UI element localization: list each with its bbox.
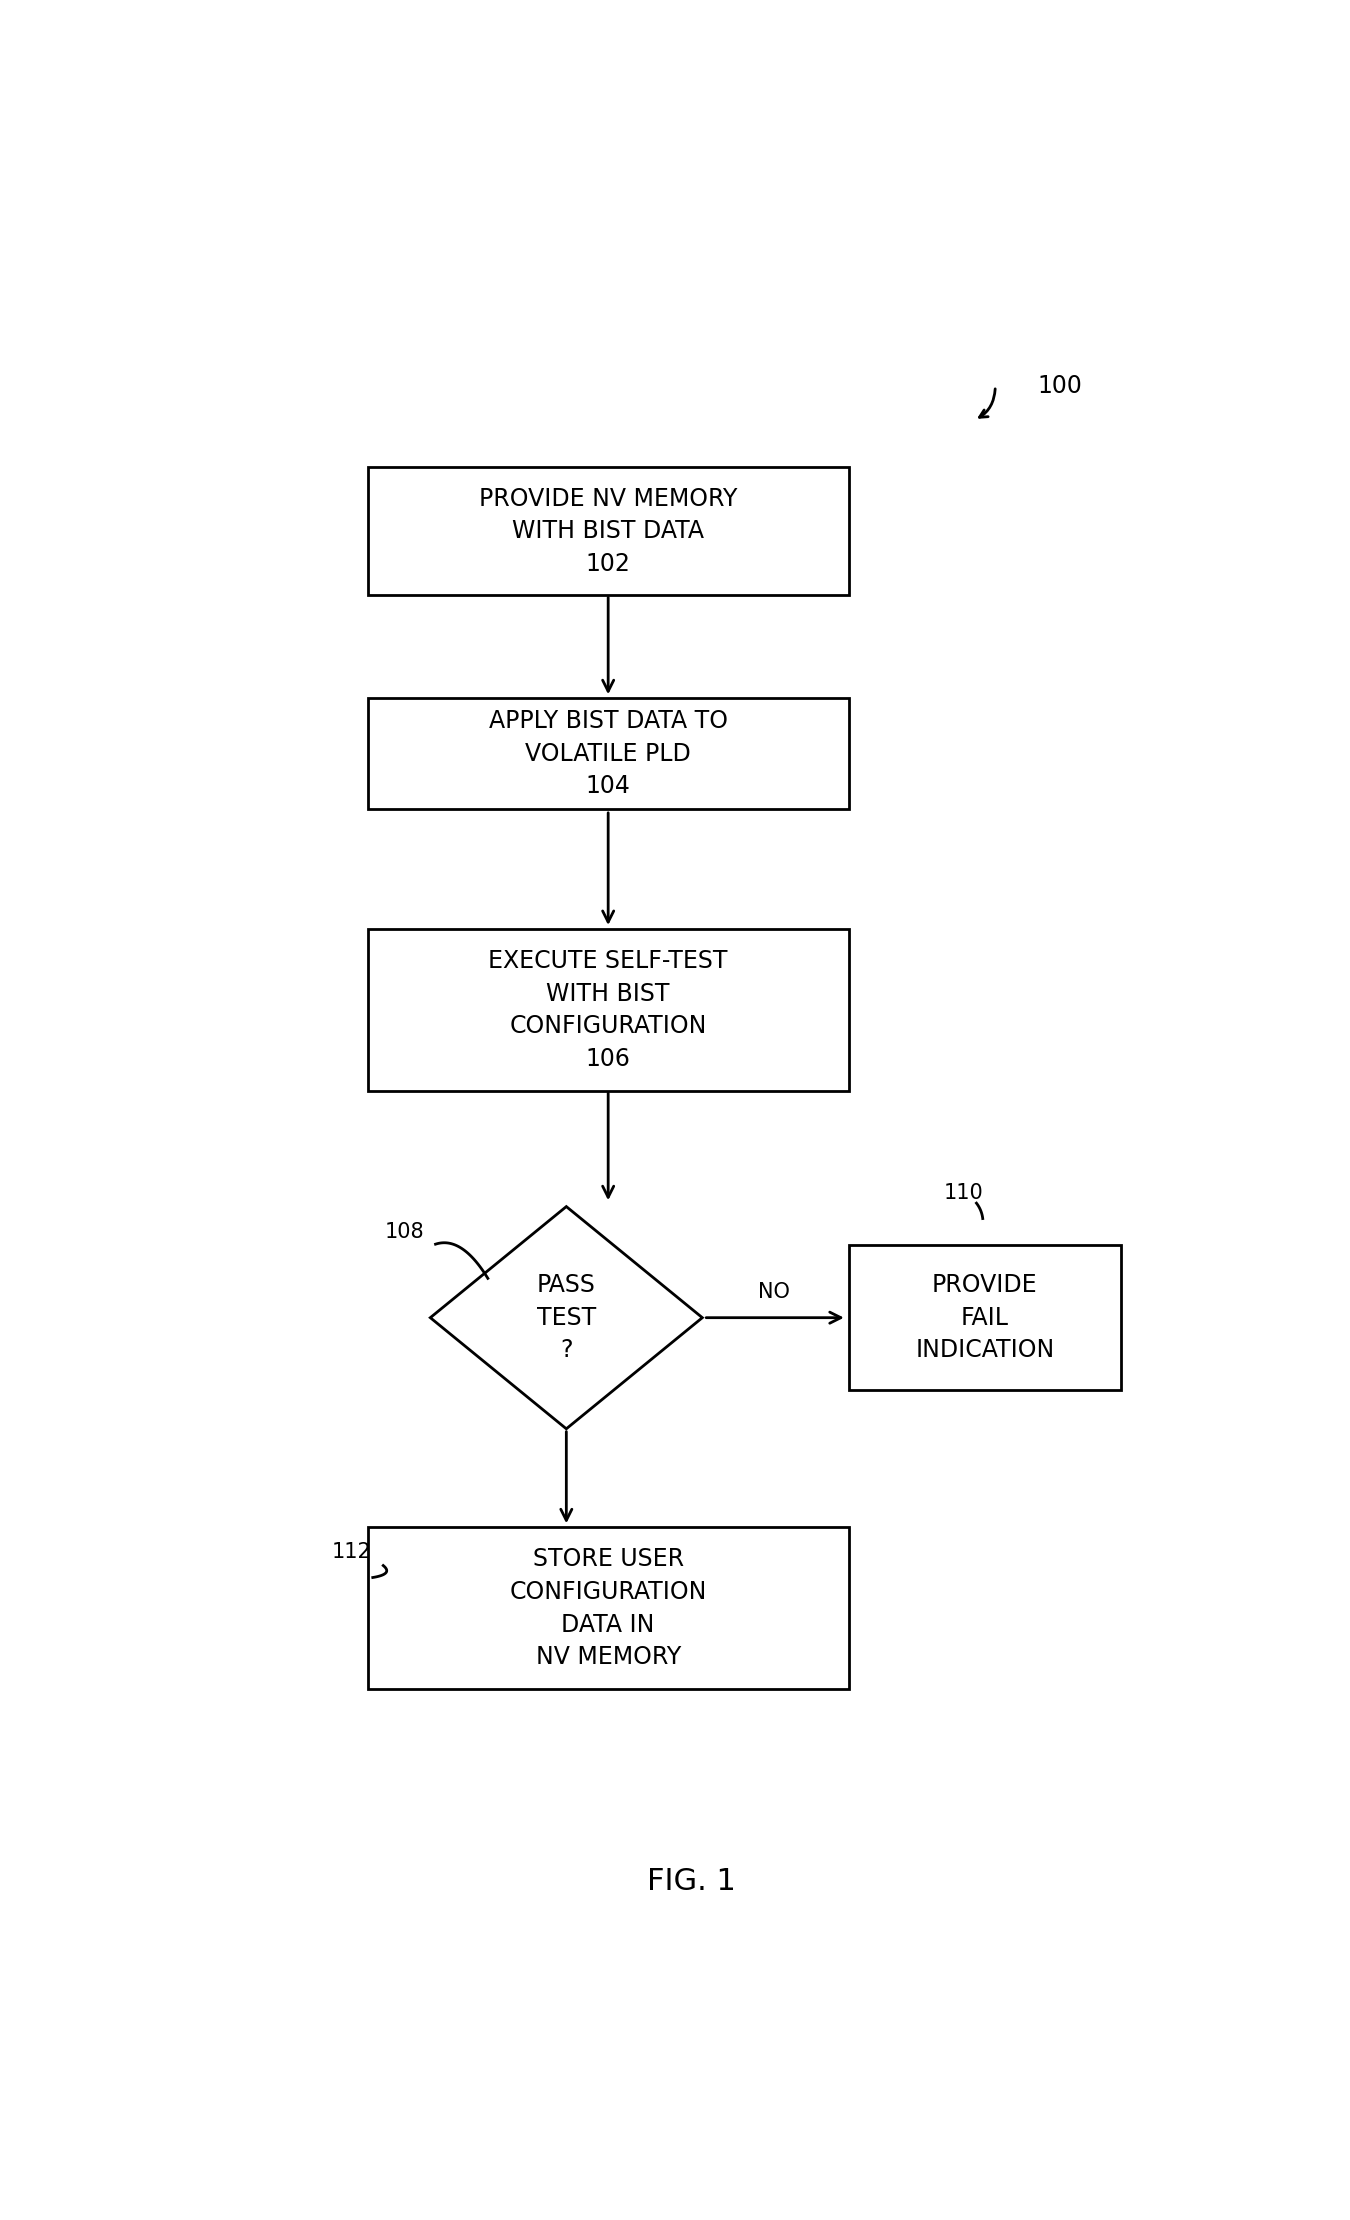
Text: 112: 112 <box>332 1543 371 1563</box>
Text: 108: 108 <box>385 1223 424 1243</box>
Text: FIG. 1: FIG. 1 <box>648 1867 736 1896</box>
Text: 110: 110 <box>944 1183 984 1203</box>
FancyBboxPatch shape <box>849 1245 1120 1390</box>
Text: EXECUTE SELF-TEST
WITH BIST
CONFIGURATION
106: EXECUTE SELF-TEST WITH BIST CONFIGURATIO… <box>489 950 728 1070</box>
FancyBboxPatch shape <box>367 697 849 808</box>
Polygon shape <box>431 1208 702 1430</box>
Text: PROVIDE
FAIL
INDICATION: PROVIDE FAIL INDICATION <box>915 1272 1054 1363</box>
Text: PROVIDE NV MEMORY
WITH BIST DATA
102: PROVIDE NV MEMORY WITH BIST DATA 102 <box>479 486 737 575</box>
Text: STORE USER
CONFIGURATION
DATA IN
NV MEMORY: STORE USER CONFIGURATION DATA IN NV MEMO… <box>509 1547 707 1669</box>
Text: APPLY BIST DATA TO
VOLATILE PLD
104: APPLY BIST DATA TO VOLATILE PLD 104 <box>489 708 728 799</box>
Text: 100: 100 <box>1037 373 1081 397</box>
FancyBboxPatch shape <box>367 1527 849 1689</box>
FancyBboxPatch shape <box>367 928 849 1092</box>
Text: PASS
TEST
?: PASS TEST ? <box>537 1272 595 1363</box>
Text: NO: NO <box>757 1281 790 1303</box>
FancyBboxPatch shape <box>367 466 849 595</box>
